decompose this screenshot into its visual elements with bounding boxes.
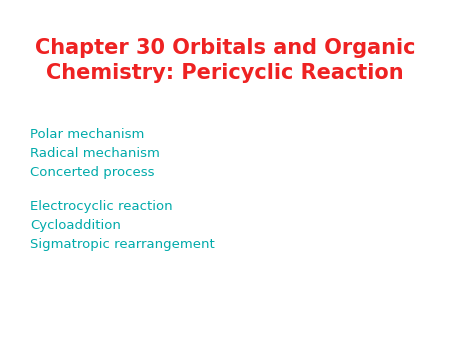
Text: Polar mechanism: Polar mechanism xyxy=(30,128,144,141)
Text: Sigmatropic rearrangement: Sigmatropic rearrangement xyxy=(30,238,215,251)
Text: Cycloaddition: Cycloaddition xyxy=(30,219,121,232)
Text: Radical mechanism: Radical mechanism xyxy=(30,147,160,160)
Text: Chapter 30 Orbitals and Organic
Chemistry: Pericyclic Reaction: Chapter 30 Orbitals and Organic Chemistr… xyxy=(35,38,415,83)
Text: Electrocyclic reaction: Electrocyclic reaction xyxy=(30,200,173,213)
Text: Concerted process: Concerted process xyxy=(30,166,154,179)
